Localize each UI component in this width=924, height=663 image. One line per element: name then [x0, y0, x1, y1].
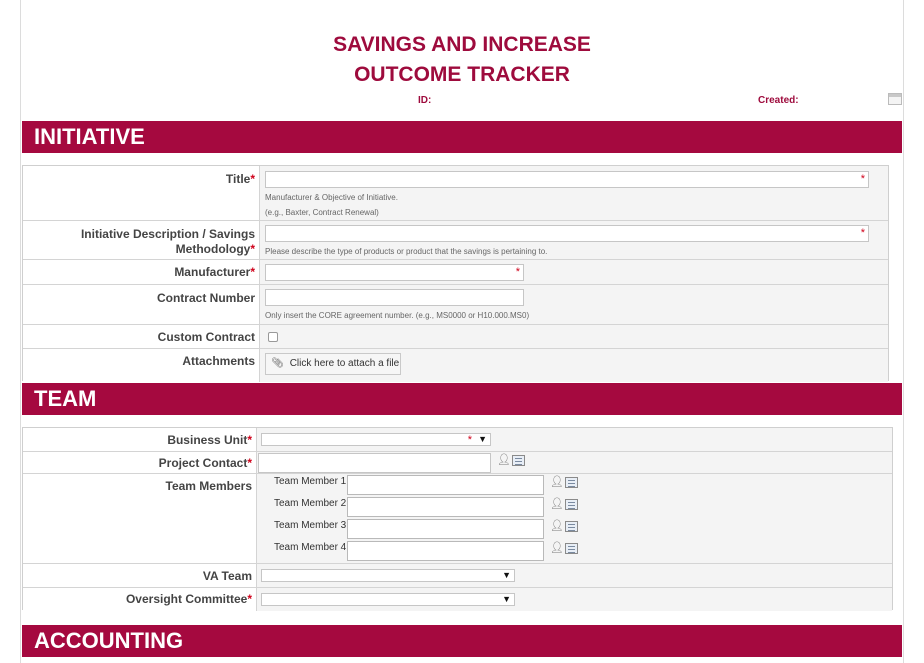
chevron-down-icon: ▼: [478, 434, 487, 444]
check-names-icon[interactable]: 👤︎: [550, 542, 564, 554]
section-initiative: INITIATIVE: [22, 121, 902, 153]
description-row: Initiative Description / Savings Methodol…: [23, 221, 888, 260]
business-unit-row: Business Unit* * ▼: [23, 428, 892, 452]
team-member-2-label: Team Member 2: [274, 498, 347, 509]
manufacturer-row: Manufacturer* *: [23, 260, 888, 285]
check-names-icon[interactable]: 👤︎: [550, 520, 564, 532]
address-book-icon[interactable]: [512, 455, 525, 466]
check-names-icon[interactable]: 👤︎: [497, 454, 511, 466]
custom-contract-label: Custom Contract: [23, 325, 260, 348]
business-unit-label: Business Unit*: [23, 428, 257, 451]
title-input[interactable]: *: [265, 171, 869, 188]
description-hint: Please describe the type of products or …: [265, 247, 548, 256]
business-unit-select[interactable]: * ▼: [261, 433, 491, 446]
contract-number-hint: Only insert the CORE agreement number. (…: [265, 311, 530, 320]
team-members-label: Team Members: [23, 474, 257, 563]
va-team-label: VA Team: [23, 564, 257, 587]
team-member-1-input[interactable]: [347, 475, 544, 495]
project-contact-label: Project Contact*: [23, 452, 257, 473]
attachments-row: Attachments 📎︎ Click here to attach a fil…: [23, 349, 888, 382]
team-member-3-input[interactable]: [347, 519, 544, 539]
team-member-1-label: Team Member 1: [274, 476, 347, 487]
oversight-committee-label: Oversight Committee*: [23, 588, 257, 611]
team-member-3-label: Team Member 3: [274, 520, 347, 531]
calendar-icon[interactable]: [888, 93, 902, 105]
description-input[interactable]: *: [265, 225, 869, 242]
oversight-committee-select[interactable]: ▼: [261, 593, 515, 606]
check-names-icon[interactable]: 👤︎: [550, 498, 564, 510]
project-contact-row: Project Contact* 👤︎: [23, 452, 892, 474]
project-contact-input[interactable]: [258, 453, 491, 473]
section-accounting: ACCOUNTING: [22, 625, 902, 657]
created-label: Created:: [758, 95, 799, 106]
section-team: TEAM: [22, 383, 902, 415]
contract-number-row: Contract Number Only insert the CORE agr…: [23, 285, 888, 325]
va-team-select[interactable]: ▼: [261, 569, 515, 582]
address-book-icon[interactable]: [565, 499, 578, 510]
description-label: Initiative Description / Savings Methodol…: [23, 221, 260, 259]
team-member-4-label: Team Member 4: [274, 542, 347, 553]
id-label: ID:: [418, 95, 432, 106]
team-table: Business Unit* * ▼ Project Contact* 👤︎ Te…: [22, 427, 893, 611]
form-frame: [20, 0, 904, 663]
form-title-line-2: OUTCOME TRACKER: [354, 63, 570, 86]
paperclip-icon: 📎︎: [271, 358, 284, 369]
manufacturer-input[interactable]: *: [265, 264, 524, 281]
contract-number-label: Contract Number: [23, 285, 260, 324]
address-book-icon[interactable]: [565, 543, 578, 554]
contract-number-input[interactable]: [265, 289, 524, 306]
title-hint-example: (e.g., Baxter, Contract Renewal): [265, 208, 379, 217]
address-book-icon[interactable]: [565, 521, 578, 532]
chevron-down-icon: ▼: [502, 594, 511, 604]
team-member-2-input[interactable]: [347, 497, 544, 517]
chevron-down-icon: ▼: [502, 570, 511, 580]
title-row: Title* * Manufacturer & Objective of Ini…: [23, 166, 888, 221]
manufacturer-label: Manufacturer*: [23, 260, 260, 284]
check-names-icon[interactable]: 👤︎: [550, 476, 564, 488]
form-title-line-1: SAVINGS AND INCREASE: [333, 33, 591, 56]
team-member-4-input[interactable]: [347, 541, 544, 561]
initiative-table: Title* * Manufacturer & Objective of Ini…: [22, 165, 889, 382]
attach-file-button[interactable]: 📎︎ Click here to attach a file: [265, 353, 401, 375]
va-team-row: VA Team ▼: [23, 564, 892, 588]
custom-contract-checkbox[interactable]: [268, 332, 278, 342]
custom-contract-row: Custom Contract: [23, 325, 888, 349]
title-label: Title*: [23, 166, 260, 220]
title-hint: Manufacturer & Objective of Initiative.: [265, 193, 398, 202]
team-members-row: Team Members Team Member 1 👤︎ Team Membe…: [23, 474, 892, 564]
attachments-label: Attachments: [23, 349, 260, 382]
address-book-icon[interactable]: [565, 477, 578, 488]
oversight-committee-row: Oversight Committee* ▼: [23, 588, 892, 611]
